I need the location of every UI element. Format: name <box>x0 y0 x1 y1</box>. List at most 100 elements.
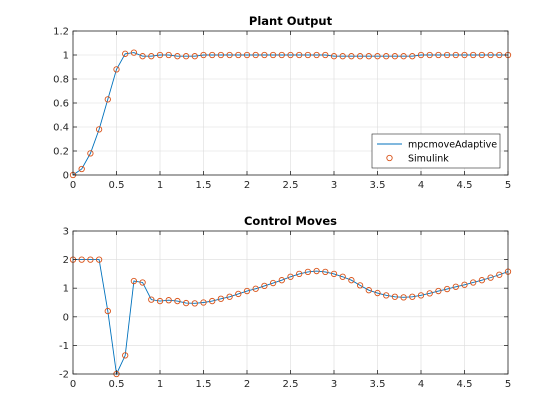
chart-1-x-tick-label: 2.5 <box>283 379 299 390</box>
chart-1-x-tick-label: 4.5 <box>457 379 473 390</box>
chart-0-title: Plant Output <box>249 14 333 28</box>
chart-1-data-point <box>139 279 146 286</box>
chart-1-data-point <box>313 267 320 275</box>
chart-0-legend-label: mpcmoveAdaptive <box>408 139 497 150</box>
chart-0-x-tick-label: 4 <box>418 180 424 191</box>
chart-1-data-point <box>391 293 399 300</box>
chart-1-y-tick-label: 2 <box>63 255 69 266</box>
chart-1-data-point <box>226 293 233 300</box>
chart-1-data-point <box>339 273 346 280</box>
chart-0-data-point <box>139 53 146 60</box>
chart-1-title: Control Moves <box>244 214 337 228</box>
chart-0-data-point <box>330 53 338 60</box>
chart-1-data-point <box>470 279 477 286</box>
chart-0-data-point <box>174 53 181 60</box>
chart-0-x-tick-label: 0.5 <box>109 180 125 191</box>
chart-1-y-tick-label: 1 <box>63 284 69 295</box>
chart-1-data-point <box>156 297 164 305</box>
chart-0-data-point <box>278 51 285 59</box>
chart-0-x-tick-label: 0 <box>70 180 76 191</box>
chart-1-data-point <box>374 289 381 297</box>
chart-0-x-tick-label: 3 <box>331 180 337 191</box>
chart-1-y-tick-label: -2 <box>59 370 69 381</box>
chart-0-data-point <box>304 51 312 59</box>
chart-1-data-point <box>148 296 155 303</box>
chart-0-data-point <box>122 50 129 57</box>
chart-1-data-point <box>383 292 390 299</box>
chart-1-x-tick-label: 0.5 <box>109 379 125 390</box>
chart-0-y-tick-label: 1.2 <box>53 27 69 38</box>
chart-1-data-point <box>496 271 503 278</box>
chart-0-data-point <box>400 53 407 60</box>
chart-1-x-tick-label: 1.5 <box>196 379 212 390</box>
chart-1-data-point <box>278 277 285 284</box>
chart-0-x-tick-label: 2.5 <box>283 180 299 191</box>
chart-0-x-tick-label: 5 <box>505 180 511 191</box>
chart-1-data-point <box>165 297 172 304</box>
chart-1-data-point <box>287 273 294 280</box>
chart-1-data-point <box>409 293 416 300</box>
chart-1-data-point <box>452 283 459 290</box>
chart-0-data-point <box>452 51 459 59</box>
chart-1-data-point <box>461 281 468 288</box>
chart-0-y-tick-label: 0.8 <box>53 75 69 86</box>
chart-1-data-point <box>95 256 103 263</box>
chart-0-data-point <box>78 165 85 173</box>
chart-0-data-point <box>391 53 399 60</box>
chart-1-data-point <box>235 290 242 298</box>
chart-0-data-point <box>191 53 198 60</box>
chart-0-data-point <box>496 51 503 59</box>
chart-0-data-point <box>356 53 364 60</box>
chart-0-data-point <box>87 150 94 157</box>
chart-0-y-tick-label: 0 <box>63 171 69 182</box>
chart-1-data-point <box>200 299 207 306</box>
chart-0-data-point <box>243 51 251 59</box>
chart-1-x-tick-label: 0 <box>70 379 76 390</box>
plant-output-plot: 0 0.5 1 1.5 2 2.5 3 3.5 4 4.5 5 0 0.2 0.4 0.6 0.8 1 1.2 Pl… <box>53 14 511 191</box>
chart-1-data-point <box>435 287 442 295</box>
chart-1-data-point <box>348 277 355 284</box>
chart-0-data-point <box>261 51 268 59</box>
chart-1-data-point <box>78 256 85 263</box>
chart-1-x-tick-label: 3.5 <box>370 379 386 390</box>
chart-0-data-point <box>487 51 494 59</box>
chart-1-data-point <box>130 277 138 285</box>
chart-1-y-tick-label: 0 <box>63 312 69 323</box>
chart-1-x-tick-label: 5 <box>505 379 511 390</box>
chart-0-data-point <box>313 51 320 59</box>
chart-1-data-point <box>330 270 338 278</box>
chart-0-data-point <box>113 66 120 73</box>
chart-0-legend-label: Simulink <box>408 153 449 164</box>
chart-1-data-point <box>174 297 181 305</box>
chart-1-data-point <box>322 268 329 276</box>
chart-1-data-point <box>443 285 451 293</box>
chart-1-x-tick-label: 2 <box>244 379 250 390</box>
chart-0-data-point <box>417 51 425 59</box>
chart-1-x-tick-label: 1 <box>157 379 163 390</box>
chart-0-data-point <box>235 51 242 59</box>
chart-1-data-point <box>217 295 225 302</box>
chart-1-data-point <box>426 290 433 297</box>
chart-0-data-point <box>252 51 259 59</box>
chart-0-data-point <box>148 53 155 60</box>
chart-0-data-point <box>348 53 355 60</box>
chart-1-data-point <box>243 287 251 295</box>
chart-0-data-point <box>322 51 329 59</box>
chart-0-x-tick-label: 1 <box>157 180 163 191</box>
chart-0-data-point <box>426 51 433 59</box>
chart-0-x-tick-label: 2 <box>244 180 250 191</box>
chart-1-data-point <box>487 274 494 281</box>
chart-1-data-point <box>365 287 372 294</box>
chart-1-data-point <box>182 299 190 307</box>
chart-0-data-point <box>217 51 225 59</box>
chart-0-data-point <box>165 51 172 59</box>
chart-0-data-point <box>443 51 451 59</box>
chart-0-data-point <box>296 51 303 59</box>
chart-0-data-point <box>470 51 477 59</box>
chart-1-data-point <box>87 256 94 263</box>
chart-0-data-point <box>104 96 111 103</box>
chart-0-y-tick-label: 0.4 <box>53 123 69 134</box>
chart-1-x-tick-label: 3 <box>331 379 337 390</box>
chart-1-data-point <box>304 268 312 276</box>
